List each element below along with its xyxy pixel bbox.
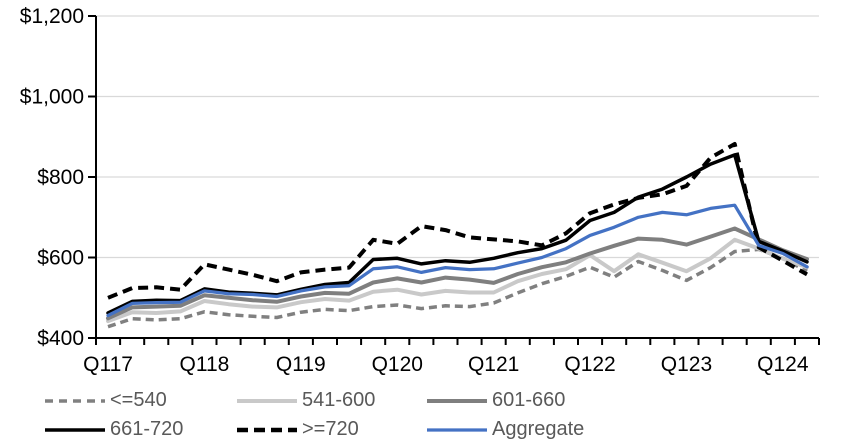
legend-line-sample bbox=[427, 398, 487, 403]
legend-item-Aggregate: Aggregate bbox=[427, 415, 835, 442]
legend-item-661-720: 661-720 bbox=[45, 415, 237, 442]
x-axis-label: Q120 bbox=[372, 353, 423, 376]
legend-line-sample bbox=[45, 427, 105, 432]
legend-label: 601-660 bbox=[492, 389, 566, 411]
series-line-<=540 bbox=[107, 247, 808, 329]
y-axis-label: $800 bbox=[37, 166, 84, 189]
legend-line-sample bbox=[237, 427, 297, 432]
legend-label: <=540 bbox=[110, 389, 167, 411]
x-axis-label: Q122 bbox=[564, 353, 615, 376]
legend-label: >=720 bbox=[302, 418, 359, 440]
legend-line-sample bbox=[45, 398, 105, 403]
x-axis-label: Q119 bbox=[276, 353, 326, 376]
legend-label: 541-600 bbox=[302, 389, 376, 411]
legend-label: Aggregate bbox=[492, 418, 585, 440]
y-axis-label: $600 bbox=[37, 247, 84, 270]
legend-item-541-600: 541-600 bbox=[237, 386, 427, 415]
x-axis-label: Q118 bbox=[180, 353, 230, 376]
x-axis-label: Q121 bbox=[468, 353, 519, 376]
y-axis-label: $1,200 bbox=[20, 5, 84, 28]
series-line-Aggregate bbox=[106, 203, 809, 318]
series-line->=720 bbox=[107, 142, 808, 300]
legend-line-sample bbox=[237, 398, 297, 403]
series-line-661-720 bbox=[106, 153, 809, 315]
legend-item-<=540: <=540 bbox=[45, 386, 237, 415]
legend-line-sample bbox=[427, 427, 487, 432]
legend-item-601-660: 601-660 bbox=[427, 386, 835, 415]
y-axis-label: $1,000 bbox=[20, 86, 84, 109]
legend-label: 661-720 bbox=[110, 418, 184, 440]
x-axis-label: Q117 bbox=[83, 353, 133, 376]
x-axis-label: Q124 bbox=[757, 353, 809, 376]
x-axis-label: Q123 bbox=[661, 353, 712, 376]
series-line-541-600 bbox=[106, 237, 809, 324]
legend-item->=720: >=720 bbox=[237, 415, 427, 442]
series-line-601-660 bbox=[106, 226, 809, 321]
y-axis-label: $400 bbox=[37, 327, 84, 350]
legend: <=540 541-600 601-660 661-720 >=720 Aggregate bbox=[45, 386, 835, 442]
line-chart-plot: $400 $600 $800 $1,000 $1,200 Q117 Q118 Q119 Q120… bbox=[20, 5, 820, 376]
